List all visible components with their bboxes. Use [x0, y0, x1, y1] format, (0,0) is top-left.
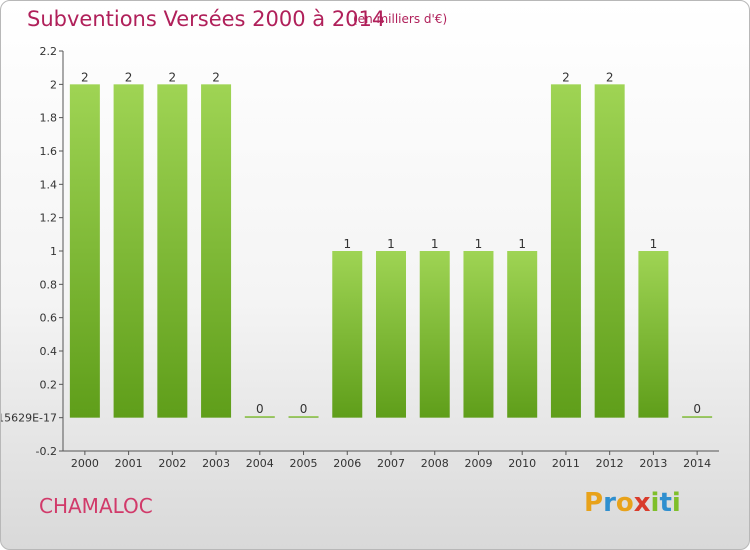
logo-letter: i [671, 488, 681, 518]
logo-letter: P [584, 488, 604, 518]
x-tick-label: 2009 [464, 457, 492, 470]
y-tick-label: 0.6 [40, 312, 58, 325]
proxiti-logo: Proxiti [584, 488, 681, 518]
bar [550, 84, 581, 418]
commune-name: CHAMALOC [39, 494, 153, 518]
bar [507, 251, 538, 418]
logo-letter: r [603, 488, 616, 518]
x-tick-label: 2000 [71, 457, 99, 470]
bar [682, 416, 713, 418]
data-label: 2 [212, 70, 220, 84]
y-tick-label: -1.3877787807815629E-17 [1, 412, 57, 425]
x-tick-label: 2005 [290, 457, 318, 470]
y-tick-label: 2 [50, 78, 57, 91]
data-label: 1 [343, 237, 351, 251]
y-tick-label: 1.8 [40, 112, 58, 125]
bar [463, 251, 494, 418]
x-tick-label: 2012 [596, 457, 624, 470]
bar [638, 251, 669, 418]
y-tick-label: 0.4 [40, 345, 58, 358]
data-label: 1 [518, 237, 526, 251]
data-label: 1 [475, 237, 483, 251]
y-tick-label: 1.4 [40, 178, 58, 191]
bar [157, 84, 188, 418]
logo-letter: t [659, 488, 672, 518]
chart-unit: (en milliers d'€) [353, 12, 448, 26]
bar [244, 416, 275, 418]
bar [69, 84, 100, 418]
bar [332, 251, 363, 418]
data-label: 2 [81, 70, 89, 84]
x-tick-label: 2006 [333, 457, 361, 470]
x-tick-label: 2013 [639, 457, 667, 470]
y-tick-label: 1.2 [40, 212, 58, 225]
data-label: 1 [387, 237, 395, 251]
data-label: 1 [431, 237, 439, 251]
x-tick-label: 2010 [508, 457, 536, 470]
data-label: 1 [650, 237, 658, 251]
data-label: 0 [693, 402, 701, 416]
data-label: 2 [125, 70, 133, 84]
y-tick-label: 2.2 [40, 45, 58, 58]
y-tick-label: 0.2 [40, 378, 58, 391]
bar [376, 251, 406, 418]
chart-title: Subventions Versées 2000 à 2014 [27, 7, 386, 31]
data-label: 2 [169, 70, 177, 84]
x-tick-label: 2001 [115, 457, 143, 470]
y-tick-label: 0.8 [40, 278, 58, 291]
y-tick-label: -0.2 [36, 445, 57, 458]
logo-letter: i [650, 488, 660, 518]
x-tick-label: 2004 [246, 457, 274, 470]
bar [419, 251, 450, 418]
y-tick-label: 1.6 [40, 145, 58, 158]
data-label: 0 [300, 402, 308, 416]
data-label: 0 [256, 402, 264, 416]
x-tick-label: 2014 [683, 457, 711, 470]
data-label: 2 [562, 70, 570, 84]
logo-letter: o [615, 488, 634, 518]
bar [113, 84, 144, 418]
x-tick-label: 2002 [158, 457, 186, 470]
y-tick-label: 1 [50, 245, 57, 258]
x-tick-label: 2003 [202, 457, 230, 470]
x-tick-label: 2007 [377, 457, 405, 470]
bar [288, 416, 319, 418]
logo-letter: x [633, 488, 651, 518]
data-label: 2 [606, 70, 614, 84]
x-tick-label: 2008 [421, 457, 449, 470]
bar [201, 84, 232, 418]
bar [594, 84, 625, 418]
x-tick-label: 2011 [552, 457, 580, 470]
